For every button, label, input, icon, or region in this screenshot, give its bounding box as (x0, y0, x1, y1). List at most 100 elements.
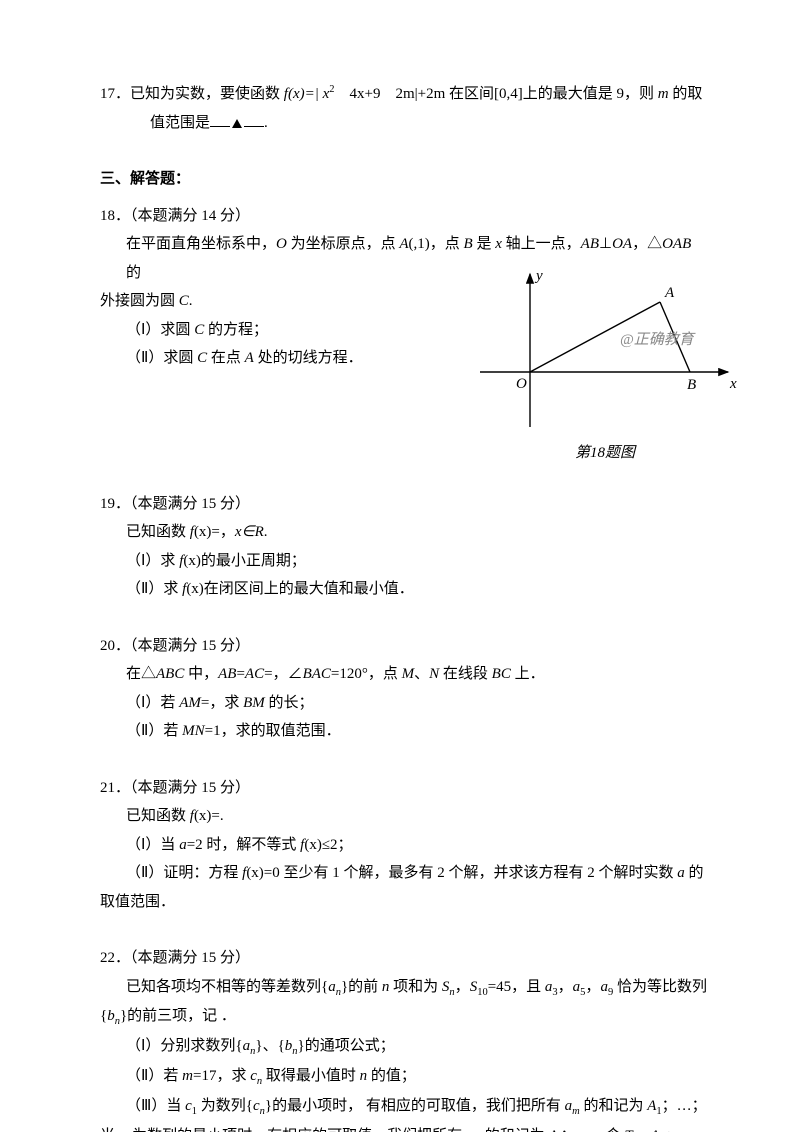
q22-p1c: }的通项公式； (298, 1038, 395, 1054)
q18-p2c: 处的切线方程． (254, 350, 363, 366)
q19-xr: x∈R (235, 524, 264, 540)
q20-p1b: =，求 (201, 695, 243, 711)
q18-O: O (276, 236, 291, 252)
q18-C: C (179, 293, 189, 309)
q20-ABC: ABC (156, 666, 188, 682)
q20-l1c: =，∠ (264, 666, 302, 682)
q17-l2: 值范围是 (150, 115, 210, 131)
q18-head: 18．（本题满分 14 分） (100, 202, 710, 231)
q22-am: a (565, 1098, 573, 1114)
q22-p2b: =17，求 (193, 1068, 250, 1084)
q22-p3cn: c (253, 1098, 260, 1114)
q21-xp: (x)=. (194, 808, 224, 824)
q22-p2n: n (360, 1068, 371, 1084)
fig-caption: 第18题图 (575, 444, 637, 461)
q22-num: 22． (100, 950, 130, 966)
q18-l2a: 外接圆为圆 (100, 293, 179, 309)
q22-c1: c (185, 1098, 192, 1114)
q17-line2: 值范围是. (100, 109, 710, 138)
q22-p3c: }的最小项时， 有相应的可取值，我们把所有 (265, 1098, 565, 1114)
q21-head: 21．（本题满分 15 分） (100, 774, 710, 803)
q18-l1b: 为坐标原点，点 (291, 236, 400, 252)
q20-c: 、 (414, 666, 429, 682)
q18-p1a: （Ⅰ）求圆 (126, 322, 194, 338)
q22-p3e: ；…； (662, 1098, 707, 1114)
q21-a: a (179, 837, 187, 853)
q22-am2: a (466, 1128, 474, 1132)
question-17: 17．已知为实数，要使函数 f(x)=| x2 4x+9 2m|+2m 在区间[… (100, 80, 710, 137)
q19-l1b: . (264, 524, 268, 540)
q21-pts: （本题满分 15 分） (130, 780, 250, 796)
q22-p4c: 的和记为 (481, 1128, 549, 1132)
q18-p2C: C (197, 350, 207, 366)
q22-p4d: ；…，令 (561, 1128, 625, 1132)
q22-l2b: }的前三项，记 ． (120, 1008, 236, 1024)
question-19: 19．（本题满分 15 分） 已知函数 f(x)=，x∈R. （Ⅰ）求 f(x)… (100, 490, 710, 604)
q22-p2c: 取得最小值时 (262, 1068, 360, 1084)
q20-BM: BM (243, 695, 268, 711)
q20-l1e: 在线段 (443, 666, 492, 682)
q20-l1b: 中， (188, 666, 218, 682)
blank-left (210, 111, 230, 127)
q20-AC: AC (245, 666, 264, 682)
q21-p2d: 取值范围． (100, 888, 710, 917)
q20-l1d: =120°，点 (331, 666, 402, 682)
q20-AB: AB (218, 666, 236, 682)
q22-10: 10 (477, 987, 488, 998)
q21-p2c: 的 (685, 865, 704, 881)
q17-line1: 17．已知为实数，要使函数 f(x)=| x2 4x+9 2m|+2m 在区间[… (100, 80, 710, 109)
q18-B: B (464, 236, 477, 252)
q22-c1: ， (558, 979, 573, 995)
q19-l1: 已知函数 f(x)=，x∈R. (100, 518, 710, 547)
q20-pts: （本题满分 15 分） (130, 638, 250, 654)
q18-perp: ⊥ (599, 236, 612, 252)
q20-AM: AM (179, 695, 201, 711)
q18-A: A (399, 236, 408, 252)
q18-l1c: (,1)，点 (409, 236, 464, 252)
q17-num: 17． (100, 86, 130, 102)
q22-p4f: + (665, 1128, 673, 1132)
q19-p1: （Ⅰ）求 f(x)的最小正周期； (100, 547, 710, 576)
q17-x: (x)=| x (288, 86, 329, 102)
q22-p3b: 为数列{ (197, 1098, 253, 1114)
q20-num: 20． (100, 638, 130, 654)
q20-l1f: 上． (515, 666, 545, 682)
q21-p2: （Ⅱ）证明：方程 f(x)=0 至少有 1 个解，最多有 2 个解，并求该方程有… (100, 859, 710, 888)
q22-p3a: （Ⅲ）当 (126, 1098, 185, 1114)
q22-p2: （Ⅱ）若 m=17，求 cn 取得最小值时 n 的值； (100, 1062, 710, 1092)
q22-pts: （本题满分 15 分） (130, 950, 250, 966)
q19-p2: （Ⅱ）求 f(x)在闭区间上的最大值和最小值． (100, 575, 710, 604)
q22-a9: a (600, 979, 608, 995)
q22-p3d: 的和记为 (580, 1098, 648, 1114)
q18-l1a: 在平面直角坐标系中， (126, 236, 276, 252)
q22-ci: c (119, 1128, 126, 1132)
q17-mid: 4x+9 2m|+2m 在区间[0,4]上的最大值是 9，则 (335, 86, 658, 102)
q20-p2b: =1，求的取值范围． (205, 723, 341, 739)
q20-l1a: 在△ (126, 666, 156, 682)
q18-OAB: OAB (662, 236, 691, 252)
q22-p4e: = (638, 1128, 650, 1132)
q20-p1a: （Ⅰ）若 (126, 695, 179, 711)
q21-p1a: （Ⅰ）当 (126, 837, 179, 853)
q20-p1: （Ⅰ）若 AM=，求 BM 的长； (100, 689, 710, 718)
q22-nv: n (382, 979, 393, 995)
q21-p2a2: a (677, 865, 685, 881)
blank-right (244, 111, 264, 127)
q22-c: c (250, 1068, 257, 1084)
q22-l1b: }的前 (341, 979, 382, 995)
q17-period: . (264, 115, 268, 131)
q22-p4: 当 ci 为数列的最小项时，有相应的可取值，我们把所有 am 的和记为 Ai；…… (100, 1122, 710, 1132)
q21-p2a: （Ⅱ）证明：方程 (126, 865, 242, 881)
q22-p1b: }、{ (255, 1038, 284, 1054)
q19-pts: （本题满分 15 分） (130, 496, 250, 512)
q18-AB: AB (581, 236, 599, 252)
q22-p1: （Ⅰ）分别求数列{an}、{bn}的通项公式； (100, 1032, 710, 1062)
q22-head: 22．（本题满分 15 分） (100, 944, 710, 973)
q18-figure: O A B x y @正确教育 第18题图 (480, 262, 740, 473)
label-y: y (534, 268, 543, 284)
q22-A1b: A (650, 1128, 659, 1132)
q22-m: m (182, 1068, 193, 1084)
q18-p2A: A (245, 350, 254, 366)
q20-MN: MN (182, 723, 205, 739)
q21-l1a: 已知函数 (126, 808, 190, 824)
